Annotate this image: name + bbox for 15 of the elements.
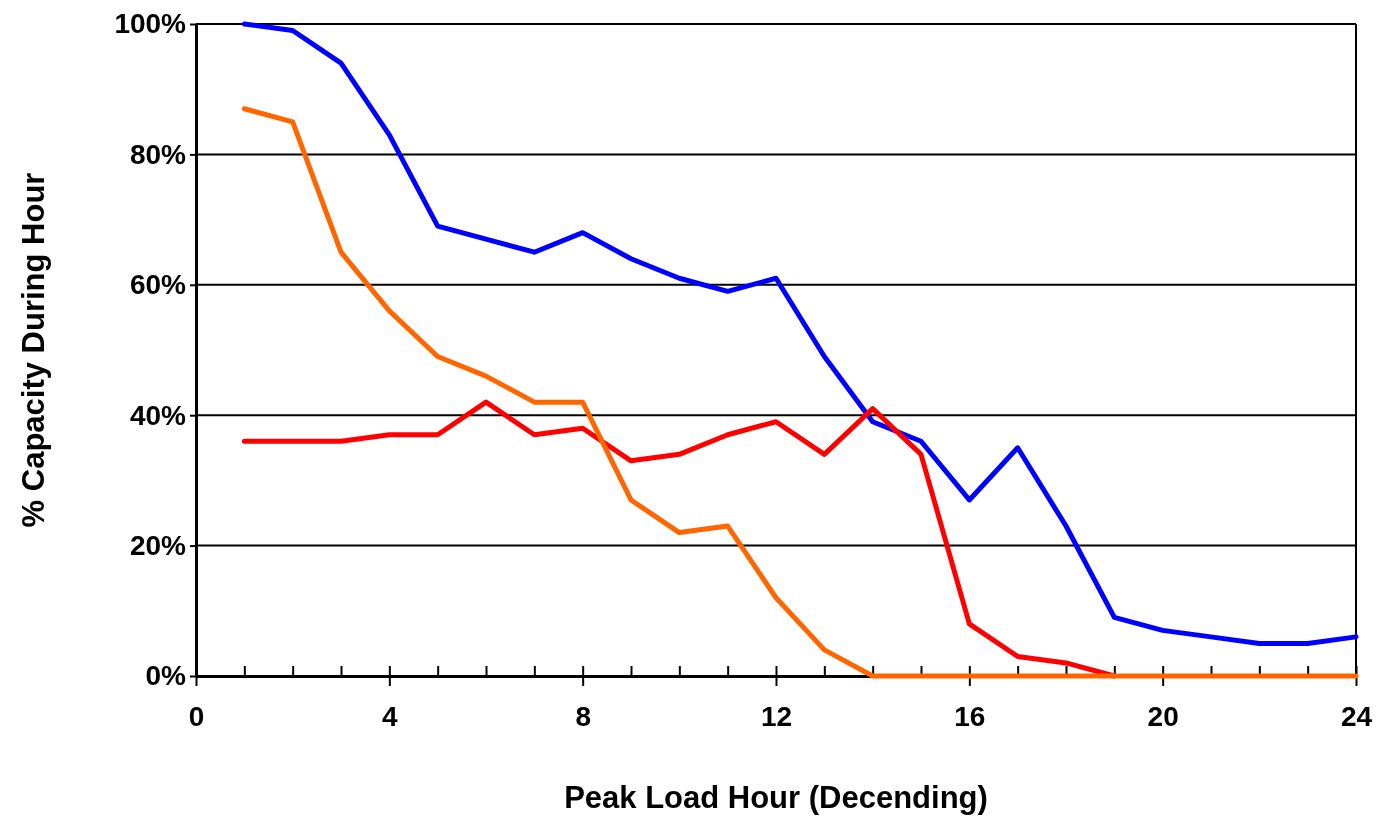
x-tick-label: 24 [1340,700,1373,732]
x-tick-label: 20 [1147,700,1179,732]
y-axis-title: % Capacity During Hour [16,172,51,528]
y-tick-label: 40% [129,399,187,431]
y-tick-label: 20% [129,530,187,562]
y-tick-label: 0% [145,660,187,692]
x-axis-title: Peak Load Hour (Decending) [564,780,988,815]
x-tick-label: 4 [382,700,399,732]
y-tick-label: 80% [129,138,187,170]
x-tick-label: 8 [575,700,591,732]
x-tick-label: 16 [954,700,986,732]
x-tick-label: 0 [188,700,205,732]
y-tick-label: 60% [129,269,187,301]
x-tick-label: 12 [760,700,793,732]
y-tick-label: 100% [114,8,187,40]
